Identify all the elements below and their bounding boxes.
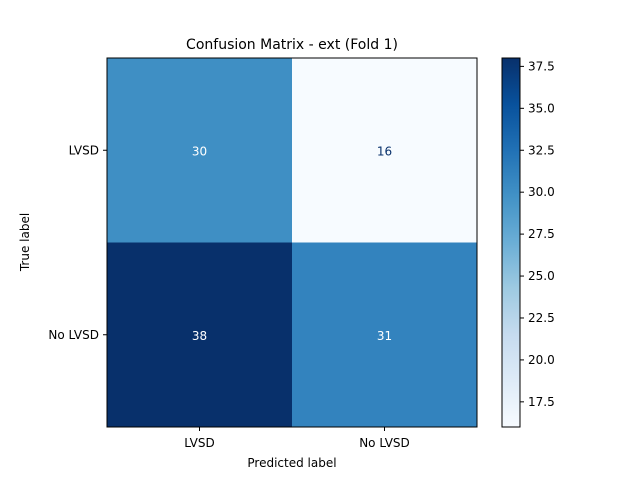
x-tick-label: No LVSD: [359, 436, 410, 450]
colorbar-tick-label: 30.0: [528, 185, 555, 199]
y-tick-label: LVSD: [69, 143, 99, 157]
heatmap-cell: [107, 58, 293, 243]
colorbar-tick-label: 32.5: [528, 143, 555, 157]
x-tick-label: LVSD: [184, 436, 214, 450]
colorbar-tick-label: 25.0: [528, 269, 555, 283]
colorbar-ticks: 17.5 20.0 22.5 25.0 27.5 30.0 32.5 35.0 37.5: [520, 59, 555, 409]
colorbar-tick-label: 22.5: [528, 311, 555, 325]
cell-value-label: 16: [377, 144, 392, 158]
colorbar-tick-label: 37.5: [528, 59, 555, 73]
chart-title: Confusion Matrix - ext (Fold 1): [186, 37, 398, 53]
y-tick-label: No LVSD: [48, 328, 99, 342]
heatmap-cell: [292, 242, 478, 428]
heatmap-cell: [292, 58, 478, 243]
plot-frame: [106, 57, 478, 428]
cell-value-label: 30: [192, 144, 207, 158]
colorbar-tick-label: 17.5: [528, 395, 555, 409]
x-axis-label: Predicted label: [247, 456, 336, 470]
cell-value-labels: 30 16 38 31: [192, 144, 392, 343]
cell-value-label: 31: [377, 329, 392, 343]
colorbar-tick-label: 35.0: [528, 101, 555, 115]
y-axis-label: True label: [18, 213, 32, 272]
colorbar-tick-label: 20.0: [528, 353, 555, 367]
x-axis-ticks: LVSD No LVSD: [184, 427, 410, 450]
cell-value-label: 38: [192, 329, 207, 343]
colorbar: [501, 57, 521, 428]
heatmap-cell: [107, 242, 293, 428]
heatmap-cells: [107, 58, 478, 428]
colorbar-tick-label: 27.5: [528, 227, 555, 241]
y-axis-ticks: LVSD No LVSD: [48, 143, 107, 342]
